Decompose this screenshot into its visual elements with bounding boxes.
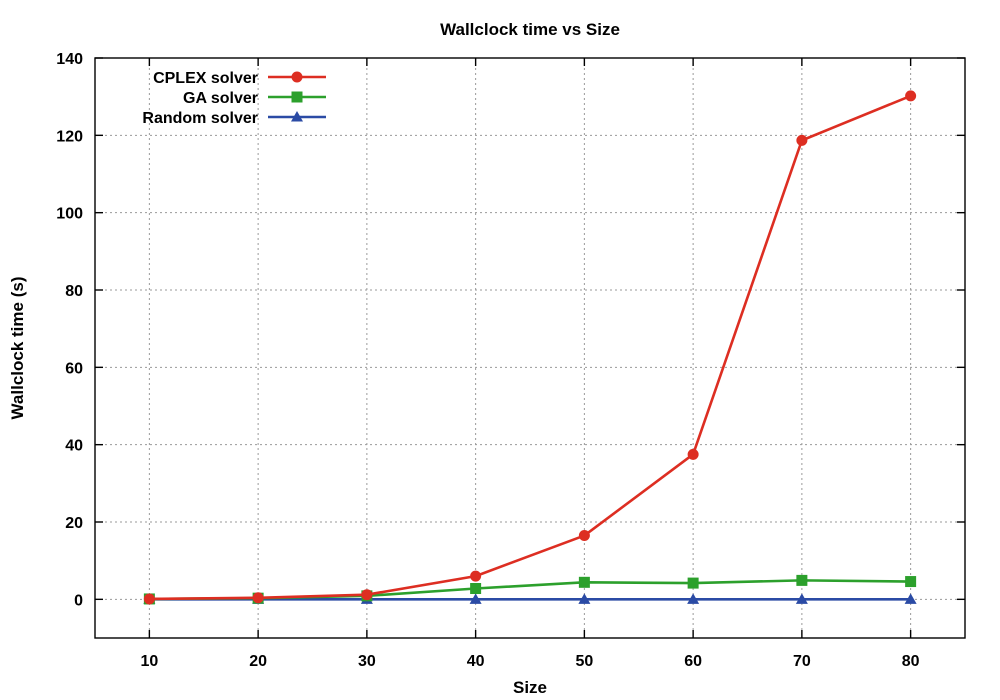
data-point-random-solver	[578, 593, 591, 604]
data-point-cplex-solver	[361, 589, 373, 601]
legend-item-cplex-solver: CPLEX solver	[153, 70, 326, 87]
data-point-cplex-solver	[252, 592, 264, 604]
series-group	[143, 90, 917, 605]
data-point-random-solver	[795, 593, 808, 604]
legend-label: Random solver	[142, 110, 258, 127]
chart-title: Wallclock time vs Size	[440, 20, 620, 39]
series-line-cplex-solver	[149, 94, 912, 601]
data-point-ga-solver	[796, 574, 808, 586]
y-axis-label: Wallclock time (s)	[8, 277, 27, 420]
data-point-ga-solver	[578, 576, 590, 588]
x-tick-label: 30	[358, 653, 376, 670]
legend-swatch-marker	[291, 111, 303, 122]
legend-swatch-marker	[291, 91, 303, 103]
legend-swatch-marker	[291, 71, 303, 83]
legend-label: GA solver	[183, 90, 258, 107]
x-tick-label: 70	[793, 653, 811, 670]
x-tick-label: 80	[902, 653, 920, 670]
data-point-ga-solver	[687, 577, 699, 589]
data-point-random-solver	[904, 593, 917, 604]
y-tick-label: 60	[65, 360, 83, 377]
y-tick-label: 40	[65, 438, 83, 455]
data-point-cplex-solver	[143, 593, 155, 605]
data-point-cplex-solver	[796, 134, 808, 146]
axis-ticks: 10 20 30 40 50 60 70 80 0 20 40 60 80 100 120 140	[56, 51, 965, 670]
x-tick-label: 10	[140, 653, 158, 670]
legend: CPLEX solver GA solver Random solver	[142, 70, 326, 127]
x-tick-label: 20	[249, 653, 267, 670]
data-point-ga-solver	[905, 576, 917, 588]
grid	[95, 58, 965, 638]
data-point-cplex-solver	[905, 90, 917, 102]
x-tick-label: 40	[467, 653, 485, 670]
x-tick-label: 60	[684, 653, 702, 670]
legend-item-ga-solver: GA solver	[183, 90, 326, 107]
legend-item-random-solver: Random solver	[142, 110, 326, 127]
series-cplex-solver	[143, 90, 917, 605]
y-tick-label: 100	[56, 206, 83, 223]
y-tick-label: 80	[65, 283, 83, 300]
data-point-cplex-solver	[578, 530, 590, 542]
x-axis-label: Size	[513, 678, 547, 697]
plot-frame	[94, 57, 966, 639]
y-tick-label: 140	[56, 51, 83, 68]
y-tick-label: 20	[65, 515, 83, 532]
data-point-random-solver	[687, 593, 700, 604]
y-tick-label: 0	[74, 592, 83, 609]
data-point-cplex-solver	[470, 570, 482, 582]
data-point-cplex-solver	[687, 448, 699, 460]
legend-label: CPLEX solver	[153, 70, 258, 87]
data-point-ga-solver	[470, 583, 482, 595]
x-tick-label: 50	[575, 653, 593, 670]
data-point-random-solver	[469, 593, 482, 604]
y-tick-label: 120	[56, 128, 83, 145]
